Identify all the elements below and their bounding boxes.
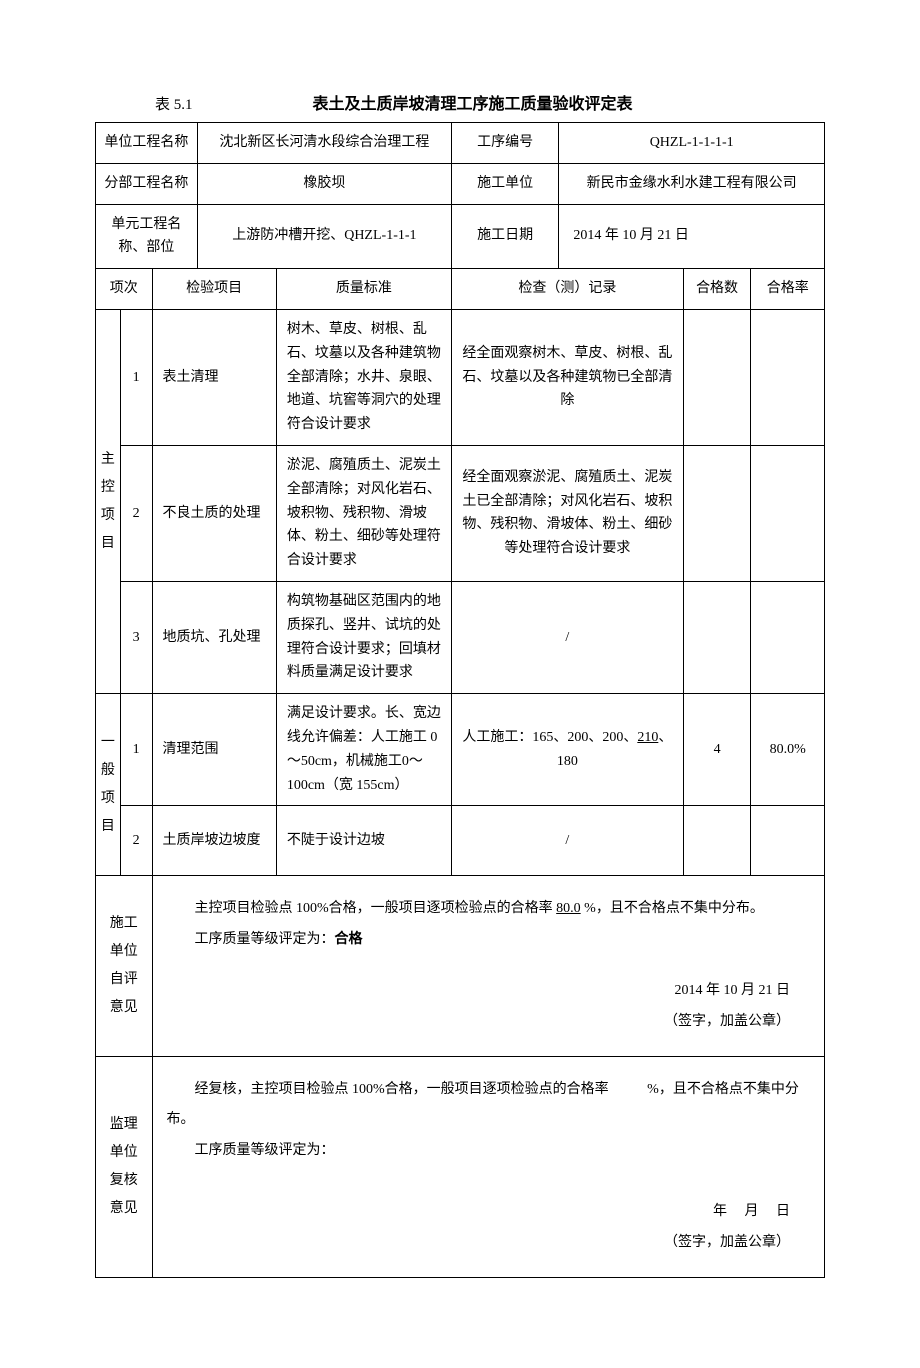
main-row-1-record: 经全面观察树木、草皮、树根、乱石、坟墓以及各种建筑物已全部清除 [452,309,684,445]
main-row-3-record: / [452,581,684,693]
general-row-1-num: 1 [120,694,152,806]
info-row-2: 分部工程名称 橡胶坝 施工单位 新民市金缘水利水建工程有限公司 [96,163,825,204]
unit-project-value: 沈北新区长河清水段综合治理工程 [197,123,451,164]
construction-opinion-sign: （签字，加盖公章） [167,1007,811,1038]
c-line1-prefix: 主控项目检验点 100%合格，一般项目逐项检验点的合格率 [195,901,557,916]
supervision-opinion-content: 经复核，主控项目检验点 100%合格，一般项目逐项检验点的合格率 %，且不合格点… [152,1056,825,1277]
main-control-label: 主控项目 [96,309,121,693]
table-title: 表土及土质岸坡清理工序施工质量验收评定表 [313,90,633,114]
general-row-2-item: 土质岸坡边坡度 [152,806,276,876]
c-line2-prefix: 工序质量等级评定为： [195,932,335,947]
general-row-2-num: 2 [120,806,152,876]
table-header-row: 项次 检验项目 质量标准 检查（测）记录 合格数 合格率 [96,269,825,310]
main-row-3-item: 地质坑、孔处理 [152,581,276,693]
construction-opinion-line2: 工序质量等级评定为：合格 [167,925,811,956]
process-code-label: 工序编号 [452,123,559,164]
general-row-1-record: 人工施工：165、200、200、210、180 [452,694,684,806]
general-row-1-pass-count: 4 [683,694,751,806]
construction-opinion-row: 施工单位自评意见 主控项目检验点 100%合格，一般项目逐项检验点的合格率 80… [96,876,825,1056]
unit-element-label: 单元工程名称、部位 [96,204,198,269]
header-check-record: 检查（测）记录 [452,269,684,310]
main-row-3-pass-count [683,581,751,693]
construction-opinion-label: 施工单位自评意见 [96,876,153,1056]
supervision-opinion-line2: 工序质量等级评定为： [167,1136,811,1167]
main-row-1-pass-count [683,309,751,445]
general-row-1-standard: 满足设计要求。长、宽边线允许偏差：人工施工 0～50cm，机械施工0～100cm… [276,694,451,806]
c-line1-rate: 80.0 [556,901,581,916]
general-row-2-pass-count [683,806,751,876]
main-row-1: 主控项目 1 表土清理 树木、草皮、树根、乱石、坟墓以及各种建筑物全部清除；水井… [96,309,825,445]
main-row-2-pass-rate [751,445,825,581]
construction-date-label: 施工日期 [452,204,559,269]
spacer [167,1167,811,1197]
main-row-1-pass-rate [751,309,825,445]
process-code-value: QHZL-1-1-1-1 [559,123,825,164]
c-line2-result: 合格 [335,932,363,947]
supervision-opinion-label: 监理单位复核意见 [96,1056,153,1277]
supervision-opinion-row: 监理单位复核意见 经复核，主控项目检验点 100%合格，一般项目逐项检验点的合格… [96,1056,825,1277]
main-row-3-standard: 构筑物基础区范围内的地质探孔、竖井、试坑的处理符合设计要求；回填材料质量满足设计… [276,581,451,693]
main-row-1-standard: 树木、草皮、树根、乱石、坟墓以及各种建筑物全部清除；水井、泉眼、地道、坑窖等洞穴… [276,309,451,445]
unit-project-label: 单位工程名称 [96,123,198,164]
general-row-2-record: / [452,806,684,876]
main-row-2-record: 经全面观察淤泥、腐殖质土、泥炭土已全部清除；对风化岩石、坡积物、残积物、滑坡体、… [452,445,684,581]
main-row-3-pass-rate [751,581,825,693]
main-row-3: 3 地质坑、孔处理 构筑物基础区范围内的地质探孔、竖井、试坑的处理符合设计要求；… [96,581,825,693]
evaluation-table: 单位工程名称 沈北新区长河清水段综合治理工程 工序编号 QHZL-1-1-1-1… [95,122,825,1278]
sub-project-value: 橡胶坝 [197,163,451,204]
main-row-2: 2 不良土质的处理 淤泥、腐殖质土、泥炭土全部清除；对风化岩石、坡积物、残积物、… [96,445,825,581]
sub-project-label: 分部工程名称 [96,163,198,204]
main-row-1-num: 1 [120,309,152,445]
construction-unit-value: 新民市金缘水利水建工程有限公司 [559,163,825,204]
supervision-opinion-line1: 经复核，主控项目检验点 100%合格，一般项目逐项检验点的合格率 %，且不合格点… [167,1075,811,1137]
general-row-1-item: 清理范围 [152,694,276,806]
record-underline: 210 [637,730,658,745]
main-row-2-num: 2 [120,445,152,581]
main-row-3-num: 3 [120,581,152,693]
supervision-opinion-date: 年 月 日 [167,1197,811,1228]
c-line1-suffix: %，且不合格点不集中分布。 [581,901,764,916]
main-row-2-standard: 淤泥、腐殖质土、泥炭土全部清除；对风化岩石、坡积物、残积物、滑坡体、粉土、细砂等… [276,445,451,581]
general-row-2-pass-rate [751,806,825,876]
general-row-2: 2 土质岸坡边坡度 不陡于设计边坡 / [96,806,825,876]
header-quality-std: 质量标准 [276,269,451,310]
construction-date-value: 2014 年 10 月 21 日 [559,204,825,269]
header-check-item: 检验项目 [152,269,276,310]
header-pass-rate: 合格率 [751,269,825,310]
info-row-3: 单元工程名称、部位 上游防冲槽开挖、QHZL-1-1-1 施工日期 2014 年… [96,204,825,269]
page-header: 表 5.1 表土及土质岸坡清理工序施工质量验收评定表 [95,90,825,114]
info-row-1: 单位工程名称 沈北新区长河清水段综合治理工程 工序编号 QHZL-1-1-1-1 [96,123,825,164]
construction-opinion-date: 2014 年 10 月 21 日 [167,976,811,1007]
table-number: 表 5.1 [155,93,193,114]
record-prefix: 人工施工：165、200、200、 [462,730,637,745]
header-item-num: 项次 [96,269,153,310]
general-label: 一般项目 [96,694,121,876]
main-row-2-item: 不良土质的处理 [152,445,276,581]
spacer [167,956,811,976]
general-row-2-standard: 不陡于设计边坡 [276,806,451,876]
unit-element-value: 上游防冲槽开挖、QHZL-1-1-1 [197,204,451,269]
construction-opinion-content: 主控项目检验点 100%合格，一般项目逐项检验点的合格率 80.0 %，且不合格… [152,876,825,1056]
header-pass-count: 合格数 [683,269,751,310]
general-row-1-pass-rate: 80.0% [751,694,825,806]
general-row-1: 一般项目 1 清理范围 满足设计要求。长、宽边线允许偏差：人工施工 0～50cm… [96,694,825,806]
supervision-opinion-sign: （签字，加盖公章） [167,1228,811,1259]
construction-unit-label: 施工单位 [452,163,559,204]
main-row-1-item: 表土清理 [152,309,276,445]
construction-opinion-line1: 主控项目检验点 100%合格，一般项目逐项检验点的合格率 80.0 %，且不合格… [167,894,811,925]
main-row-2-pass-count [683,445,751,581]
